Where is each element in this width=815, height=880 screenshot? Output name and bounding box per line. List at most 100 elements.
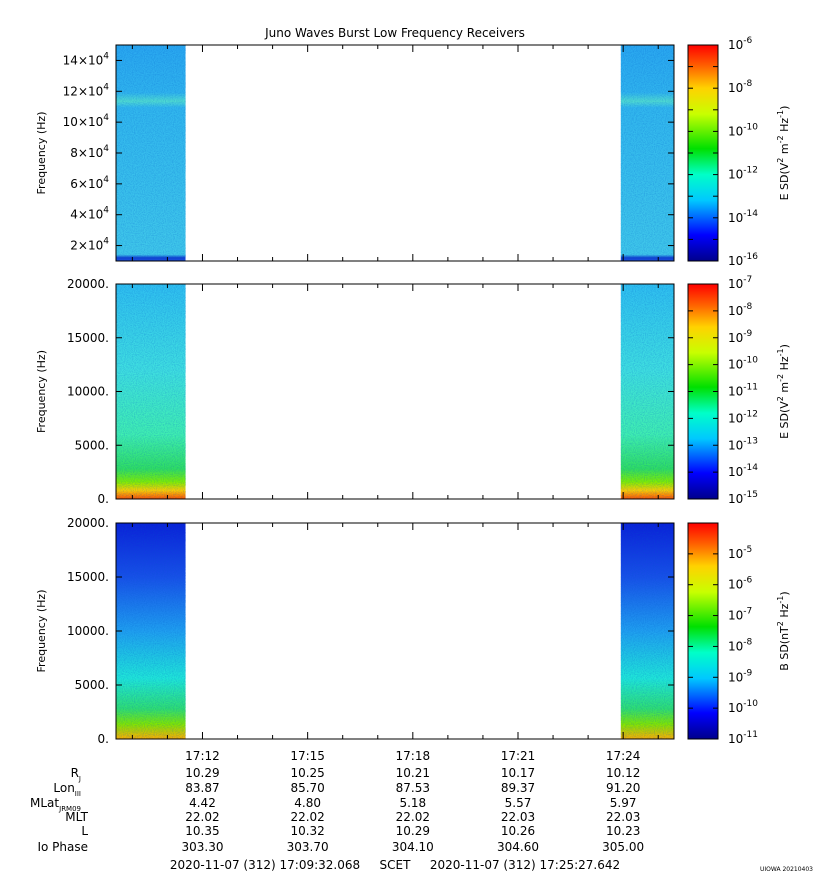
- y-tick-label: 0.: [98, 492, 109, 506]
- colorbar-tick-label: 10-16: [728, 252, 758, 268]
- y-tick-label: 0.: [98, 732, 109, 746]
- colorbar-tick-label: 10-5: [728, 545, 752, 561]
- colorbar-tick-label: 10-6: [728, 576, 753, 592]
- ephemeris-row-label: L: [81, 824, 88, 838]
- ephemeris-row-label: MLT: [65, 810, 88, 824]
- panel-frame: [115, 522, 675, 740]
- spectrogram-noise: [620, 523, 674, 739]
- ephemeris-value: 5.18: [399, 796, 426, 810]
- ephemeris-value: 91.20: [606, 781, 640, 795]
- panel-3: 0. 5000. 10000. 15000. 20000. Frequency (Hz) 1…: [35, 516, 791, 746]
- x-tick-label: 17:12: [185, 749, 220, 763]
- colorbar-tick-label: 10-10: [728, 699, 758, 715]
- ephemeris-row-label: LonIII: [53, 781, 81, 798]
- y-tick-label: 20000.: [67, 516, 109, 530]
- ephemeris-value: 4.42: [189, 796, 216, 810]
- colorbar-tick-label: 10-8: [728, 79, 753, 95]
- spectrogram-noise: [116, 284, 186, 499]
- colorbar-tick-label: 10-7: [728, 607, 752, 623]
- ephemeris-value: 89.37: [501, 781, 535, 795]
- processing-stamp: UIOWA 20210403: [760, 866, 813, 873]
- y-tick-label: 15000.: [67, 331, 109, 345]
- ephemeris-value: 10.23: [606, 824, 640, 838]
- panel-frame: [115, 283, 675, 500]
- colorbar-tick-label: 10-12: [728, 409, 758, 425]
- y-tick-label: 2×104: [70, 237, 109, 253]
- ephemeris-value: 10.32: [290, 824, 324, 838]
- colorbar-tick-label: 10-7: [728, 275, 752, 291]
- x-tick-label: 17:18: [396, 749, 431, 763]
- y-tick-label: 10×104: [63, 113, 110, 129]
- ephemeris-value: 303.70: [287, 840, 329, 854]
- ephemeris-value: 22.02: [185, 810, 219, 824]
- colorbar-tick-label: 10-10: [728, 356, 758, 372]
- colorbar-tick-label: 10-9: [728, 668, 753, 684]
- spectrogram-noise: [620, 45, 674, 261]
- ephemeris-value: 22.02: [290, 810, 324, 824]
- colorbar-tick-label: 10-15: [728, 490, 758, 506]
- panel-2: 0. 5000. 10000. 15000. 20000. Frequency (Hz) 1…: [35, 275, 791, 506]
- y-tick-label: 20000.: [67, 277, 109, 291]
- x-tick-label: 17:21: [501, 749, 536, 763]
- ephemeris-value: 10.12: [606, 766, 640, 780]
- spectrogram-noise: [620, 284, 674, 499]
- ephemeris-value: 305.00: [602, 840, 644, 854]
- y-tick-label: 14×104: [63, 51, 110, 67]
- ephemeris-value: 304.60: [497, 840, 539, 854]
- ephemeris-value: 4.80: [294, 796, 321, 810]
- colorbar-label: E SD(V2 m-2 Hz-1): [776, 344, 791, 439]
- ephemeris-value: 85.70: [290, 781, 324, 795]
- ephemeris-value: 22.02: [396, 810, 430, 824]
- y-tick-label: 4×104: [70, 206, 109, 222]
- ephemeris-value: 304.10: [392, 840, 434, 854]
- y-tick-label: 12×104: [63, 82, 110, 98]
- y-tick-label: 10000.: [67, 385, 109, 399]
- ephemeris-value: 10.35: [185, 824, 219, 838]
- colorbar-tick-label: 10-14: [728, 463, 758, 479]
- time-end: 2020-11-07 (312) 17:25:27.642: [430, 858, 620, 872]
- ephemeris-row-label: RJ: [71, 766, 81, 783]
- ephemeris-value: 22.03: [501, 810, 535, 824]
- colorbar-tick-label: 10-14: [728, 209, 758, 225]
- ephemeris-value: 303.30: [181, 840, 223, 854]
- ephemeris-value: 10.29: [185, 766, 219, 780]
- colorbar-tick-label: 10-10: [728, 122, 758, 138]
- time-scet: SCET: [380, 858, 412, 872]
- ephemeris-value: 10.21: [396, 766, 430, 780]
- spectrogram-noise: [116, 523, 186, 739]
- colorbar-tick-label: 10-13: [728, 436, 758, 452]
- ephemeris-value: 10.25: [290, 766, 324, 780]
- y-tick-label: 10000.: [67, 624, 109, 638]
- ephemeris-row-label: Io Phase: [37, 840, 88, 854]
- time-start: 2020-11-07 (312) 17:09:32.068: [170, 858, 360, 872]
- ephemeris-value: 10.29: [396, 824, 430, 838]
- colorbar-label: B SD(nT2 Hz-1): [776, 591, 791, 670]
- y-tick-label: 6×104: [70, 175, 109, 191]
- y-tick-label: 5000.: [75, 438, 109, 452]
- ephemeris-value: 5.57: [505, 796, 532, 810]
- ephemeris-value: 10.26: [501, 824, 535, 838]
- y-tick-label: 15000.: [67, 570, 109, 584]
- panel-1: 2×104 4×104 6×104 8×104 10×104 12×104 14×104 Fr…: [35, 36, 791, 268]
- y-tick-label: 5000.: [75, 678, 109, 692]
- ephemeris-value: 10.17: [501, 766, 535, 780]
- y-tick-label: 8×104: [70, 144, 109, 160]
- x-tick-label: 17:15: [290, 749, 325, 763]
- ephemeris-value: 22.03: [606, 810, 640, 824]
- x-tick-label: 17:24: [606, 749, 641, 763]
- colorbar: [687, 522, 719, 740]
- colorbar-tick-label: 10-6: [728, 36, 753, 52]
- ephemeris-value: 83.87: [185, 781, 219, 795]
- y-axis-label: Frequency (Hz): [35, 590, 48, 673]
- colorbar-tick-label: 10-11: [728, 383, 758, 399]
- figure-title: Juno Waves Burst Low Frequency Receivers: [264, 26, 525, 40]
- panel-frame: [115, 44, 675, 262]
- ephemeris-row-label: MLatJRM09: [30, 796, 81, 813]
- colorbar-tick-label: 10-8: [728, 637, 753, 653]
- ephemeris-value: 5.97: [610, 796, 637, 810]
- y-axis-label: Frequency (Hz): [35, 112, 48, 195]
- spectrogram-noise: [116, 45, 186, 261]
- ephemeris-value: 87.53: [396, 781, 430, 795]
- colorbar-tick-label: 10-12: [728, 166, 758, 182]
